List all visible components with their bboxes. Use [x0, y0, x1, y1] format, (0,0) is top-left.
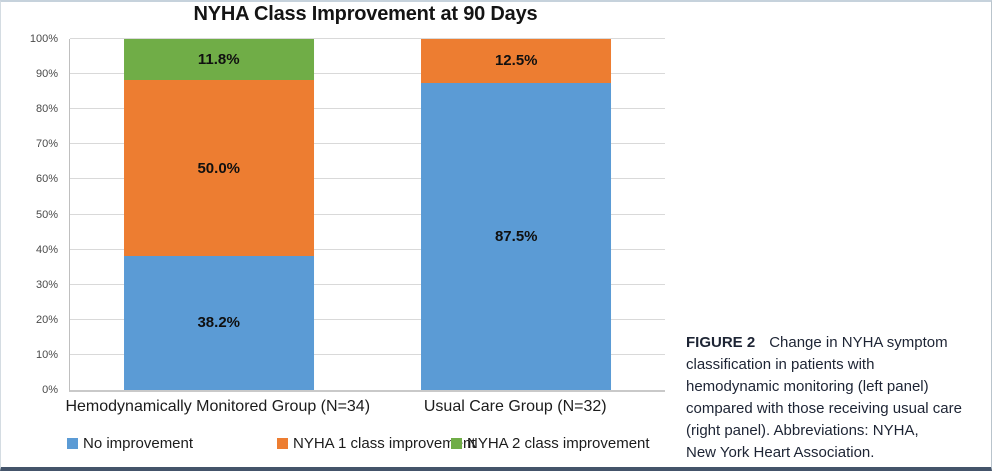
- bar-segment: 38.2%: [123, 255, 314, 390]
- gridline: [70, 248, 665, 250]
- y-axis-tick-label: 30%: [35, 278, 58, 291]
- figure-caption-text: classification in patients with: [686, 356, 875, 373]
- gridline: [70, 318, 665, 320]
- gridline: [70, 178, 665, 180]
- bar-segment-value-label: 38.2%: [197, 314, 241, 332]
- chart-legend: No improvement NYHA 1 class improvement NY…: [1, 435, 671, 453]
- bar-segment: 11.8%: [123, 39, 314, 81]
- y-axis-tick-label: 20%: [35, 313, 58, 326]
- x-axis-category-label: Hemodynamically Monitored Group (N=34): [65, 398, 371, 415]
- legend-item: NYHA 1 class improvement: [277, 435, 476, 452]
- y-axis-tick-label: 50%: [35, 208, 58, 221]
- legend-swatch-icon: [277, 438, 288, 449]
- gridline: [70, 143, 665, 145]
- figure-caption: FIGURE 2 Change in NYHA symptom classifica…: [686, 332, 991, 464]
- y-axis-tick-label: 40%: [35, 243, 58, 256]
- bar-segment: 87.5%: [421, 82, 612, 390]
- y-axis-tick-label: 100%: [29, 33, 58, 45]
- y-axis-tick-label: 0%: [42, 384, 58, 396]
- gridline: [70, 353, 665, 355]
- legend-item: No improvement: [67, 435, 193, 452]
- bar-segment: 50.0%: [123, 80, 314, 256]
- figure-caption-line: hemodynamic monitoring (left panel): [686, 376, 991, 398]
- legend-item-label: NYHA 1 class improvement: [293, 435, 476, 452]
- bar-segment-value-label: 87.5%: [494, 227, 538, 245]
- figure-caption-text: hemodynamic monitoring (left panel): [686, 378, 929, 395]
- stacked-bar: 87.5% 12.5%: [421, 39, 612, 390]
- bar-segment-value-label: 12.5%: [494, 52, 538, 70]
- bar-segment-value-label: 11.8%: [197, 51, 240, 69]
- stacked-bar: 38.2% 50.0% 11.8%: [123, 39, 314, 390]
- figure-caption-line: classification in patients with: [686, 354, 991, 376]
- gridline: [70, 108, 665, 110]
- figure-caption-text: New York Heart Association.: [686, 444, 875, 461]
- gridline: [70, 283, 665, 285]
- figure-caption-text: Change in NYHA symptom: [769, 334, 948, 351]
- x-axis-category-labels: Hemodynamically Monitored Group (N=34) Us…: [65, 398, 664, 422]
- y-axis-tick-label: 70%: [35, 138, 58, 151]
- chart-title: NYHA Class Improvement at 90 Days: [193, 3, 538, 25]
- figure-caption-label: FIGURE 2: [686, 334, 756, 351]
- legend-item: NYHA 2 class improvement: [451, 435, 650, 452]
- y-axis-tick-label: 10%: [35, 348, 58, 361]
- gridline: [70, 38, 665, 39]
- y-axis-tick-label: 80%: [35, 103, 58, 116]
- figure-caption-line: New York Heart Association.: [686, 442, 991, 464]
- y-axis-tick-label: 90%: [35, 68, 58, 81]
- figure-caption-line: FIGURE 2 Change in NYHA symptom: [686, 332, 991, 354]
- figure-caption-text: compared with those receiving usual care: [686, 400, 962, 417]
- figure-caption-text: (right panel). Abbreviations: NYHA,: [686, 422, 919, 439]
- plot-area: 38.2% 50.0% 11.8% 87.5% 12.5%: [69, 38, 665, 392]
- legend-item-label: No improvement: [83, 435, 194, 452]
- gridline: [70, 73, 665, 75]
- figure-caption-line: (right panel). Abbreviations: NYHA,: [686, 420, 991, 442]
- bar-segment: 12.5%: [421, 39, 612, 83]
- bar-segment-value-label: 50.0%: [197, 159, 241, 177]
- y-axis-tick-labels: 0% 10% 20% 30% 40% 50% 60% 70% 80% 90% 100%: [1, 33, 63, 396]
- legend-swatch-icon: [451, 438, 462, 449]
- legend-swatch-icon: [67, 438, 78, 449]
- gridline: [70, 213, 665, 215]
- legend-item-label: NYHA 2 class improvement: [467, 435, 650, 452]
- y-axis-tick-label: 60%: [35, 173, 58, 186]
- figure-caption-line: compared with those receiving usual care: [686, 398, 991, 420]
- x-axis-category-label: Usual Care Group (N=32): [423, 398, 607, 415]
